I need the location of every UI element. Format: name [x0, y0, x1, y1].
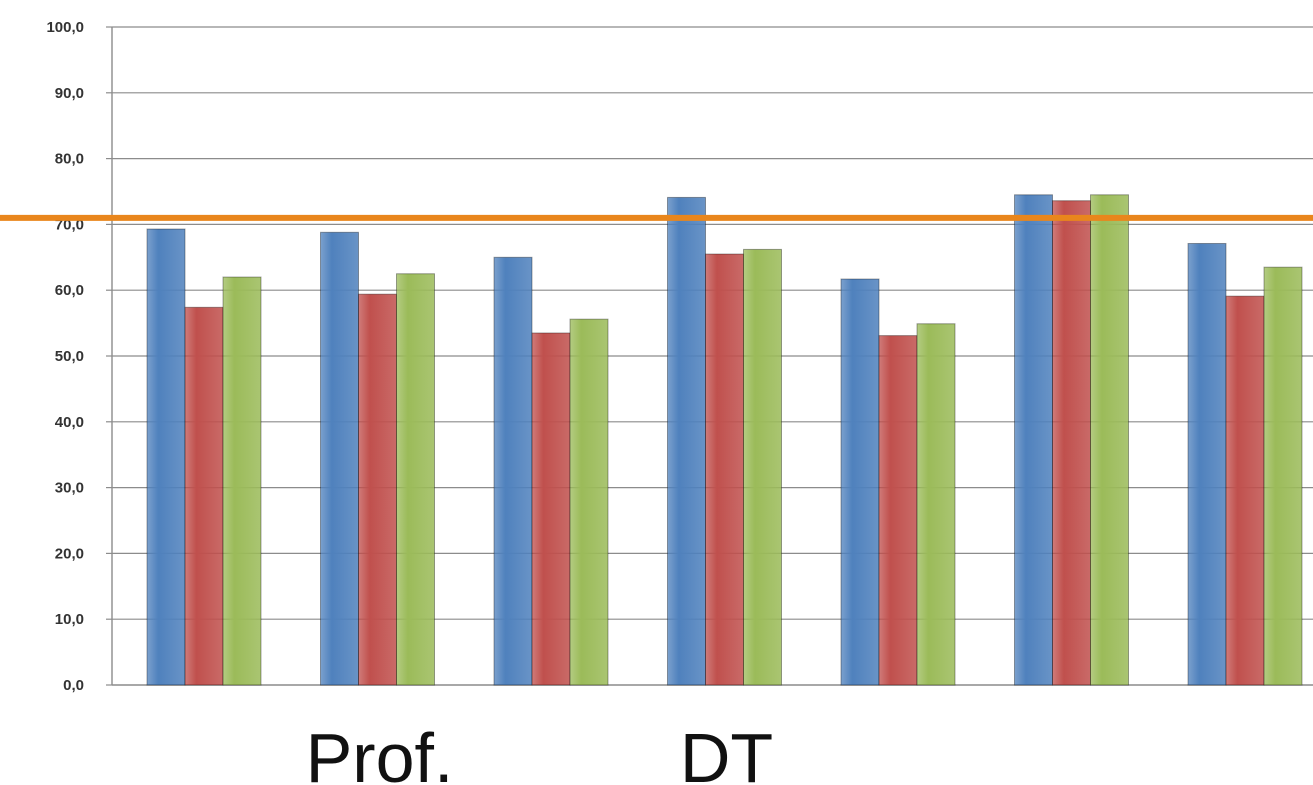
category-label: Prof. [306, 719, 454, 785]
y-tick-label: 0,0 [63, 677, 84, 694]
bar-series-2-group-2 [358, 293, 397, 686]
y-tick-label: 50,0 [55, 348, 84, 365]
bar-series-2-group-6 [1052, 200, 1091, 686]
bar-series-3-group-1 [222, 276, 262, 686]
bar-series-3-group-2 [396, 273, 435, 686]
bar-series-1-group-7 [1187, 242, 1227, 686]
bar-series-2-group-1 [184, 306, 224, 686]
bar-series-1-group-1 [146, 228, 186, 686]
y-axis-tick-labels: 0,010,020,030,040,050,060,070,080,090,01… [46, 19, 84, 694]
y-tick-label: 30,0 [55, 480, 84, 497]
bar-series-1-group-4 [667, 196, 706, 686]
bar-series-2-group-7 [1225, 295, 1265, 686]
y-tick-label: 90,0 [55, 85, 84, 102]
y-tick-label: 60,0 [55, 282, 84, 299]
bar-series-3-group-6 [1090, 194, 1129, 686]
y-tick-label: 20,0 [55, 545, 84, 562]
bar-series-3-group-4 [743, 248, 782, 686]
category-labels: Prof. DT [306, 719, 774, 785]
y-tick-label: 40,0 [55, 414, 84, 431]
bar-series-3-group-5 [916, 323, 956, 686]
bar-series-3-group-7 [1263, 266, 1303, 686]
bar-series-2-group-4 [705, 253, 744, 686]
bar-series-3-group-3 [569, 318, 609, 686]
bar-series-1-group-2 [320, 231, 359, 686]
bar-series-2-group-3 [531, 332, 571, 686]
bar-series-1-group-5 [840, 278, 880, 686]
y-tick-label: 100,0 [46, 19, 84, 36]
bar-series-1-group-3 [493, 256, 533, 686]
y-tick-label: 80,0 [55, 151, 84, 168]
category-label: DT [680, 719, 773, 785]
bar-series-2-group-5 [878, 335, 918, 686]
y-tick-label: 10,0 [55, 611, 84, 628]
bar-series-1-group-6 [1014, 194, 1053, 686]
bars [146, 194, 1303, 686]
